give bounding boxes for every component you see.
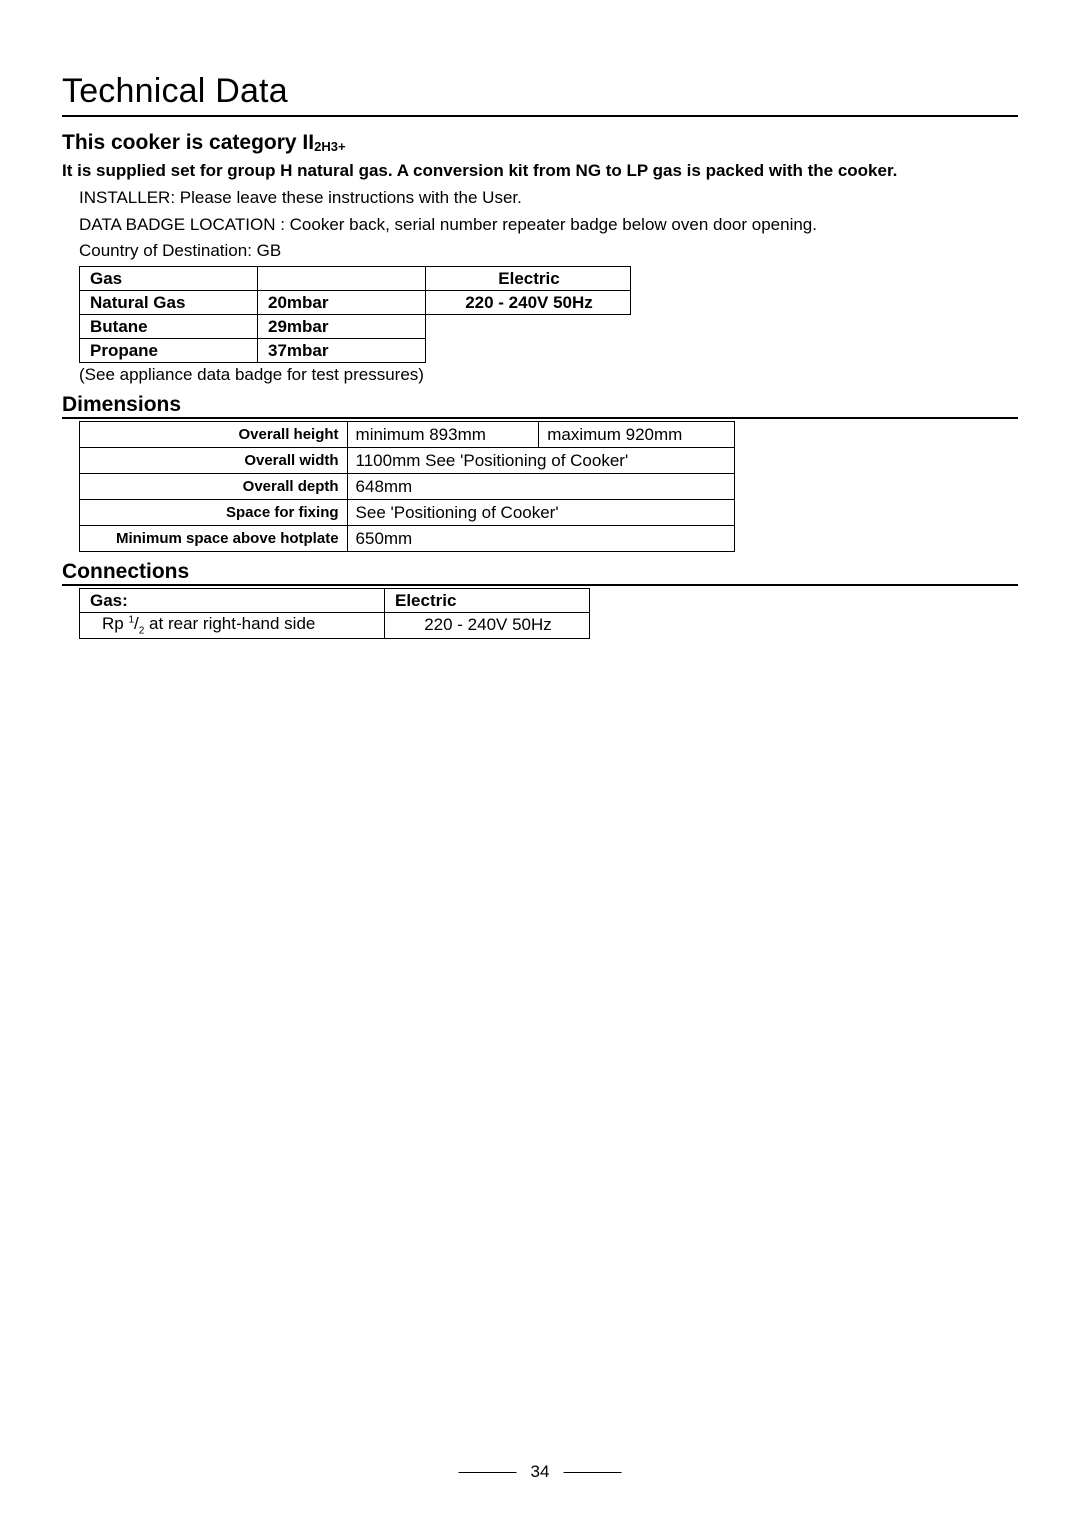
rule-left-icon: [459, 1472, 517, 1473]
table-row: Rp 1/2 at rear right-hand side 220 - 240…: [80, 613, 590, 638]
fuel-cell: Butane: [80, 315, 258, 339]
dim-value: maximum 920mm: [539, 422, 735, 448]
fuel-cell: Natural Gas: [80, 291, 258, 315]
dimensions-table: Overall height minimum 893mm maximum 920…: [79, 421, 735, 552]
category-heading: This cooker is category II2H3+: [62, 131, 1018, 155]
table-row: Propane 37mbar: [80, 339, 631, 363]
conn-gas-value: Rp 1/2 at rear right-hand side: [80, 613, 385, 638]
table-row: Natural Gas 20mbar 220 - 240V 50Hz: [80, 291, 631, 315]
table-row: Gas: Electric: [80, 589, 590, 613]
dim-label: Overall width: [80, 448, 348, 474]
conn-gas-header: Gas:: [80, 589, 385, 613]
gas-value-pre: Rp: [102, 614, 128, 633]
dim-value: See 'Positioning of Cooker': [347, 500, 734, 526]
gas-pressure-header: [258, 267, 426, 291]
dim-label: Minimum space above hotplate: [80, 526, 348, 552]
dim-value: 650mm: [347, 526, 734, 552]
table-row: Overall height minimum 893mm maximum 920…: [80, 422, 735, 448]
gas-header: Gas: [80, 267, 258, 291]
page-number: 34: [459, 1462, 622, 1482]
dim-label: Overall height: [80, 422, 348, 448]
table-row: Gas Electric: [80, 267, 631, 291]
connections-table: Gas: Electric Rp 1/2 at rear right-hand …: [79, 588, 590, 638]
fuel-cell: Propane: [80, 339, 258, 363]
pressure-cell: 29mbar: [258, 315, 426, 339]
gas-table-note: (See appliance data badge for test press…: [79, 365, 1018, 385]
pressure-cell: 37mbar: [258, 339, 426, 363]
rule-right-icon: [563, 1472, 621, 1473]
conn-electric-value: 220 - 240V 50Hz: [385, 613, 590, 638]
page-title: Technical Data: [62, 72, 1018, 117]
badge-line: DATA BADGE LOCATION : Cooker back, seria…: [79, 213, 1018, 237]
dimensions-heading: Dimensions: [62, 393, 1018, 419]
country-line: Country of Destination: GB: [79, 239, 1018, 263]
dim-value: 648mm: [347, 474, 734, 500]
installer-line: INSTALLER: Please leave these instructio…: [79, 186, 1018, 210]
connections-heading: Connections: [62, 560, 1018, 586]
dim-value: 1100mm See 'Positioning of Cooker': [347, 448, 734, 474]
electric-cell: 220 - 240V 50Hz: [426, 291, 631, 315]
table-row: Space for fixing See 'Positioning of Coo…: [80, 500, 735, 526]
page-number-value: 34: [531, 1462, 550, 1482]
dim-value: minimum 893mm: [347, 422, 539, 448]
table-row: Butane 29mbar: [80, 315, 631, 339]
category-prefix: This cooker is category II: [62, 131, 314, 154]
pressure-cell: 20mbar: [258, 291, 426, 315]
gas-electric-table: Gas Electric Natural Gas 20mbar 220 - 24…: [79, 266, 631, 363]
gas-value-post: at rear right-hand side: [144, 614, 315, 633]
dim-label: Overall depth: [80, 474, 348, 500]
category-suffix: 2H3+: [314, 139, 345, 154]
conn-electric-header: Electric: [385, 589, 590, 613]
supply-note: It is supplied set for group H natural g…: [62, 161, 1018, 182]
fraction-num: 1: [128, 614, 134, 625]
table-row: Overall width 1100mm See 'Positioning of…: [80, 448, 735, 474]
table-row: Minimum space above hotplate 650mm: [80, 526, 735, 552]
table-row: Overall depth 648mm: [80, 474, 735, 500]
dim-label: Space for fixing: [80, 500, 348, 526]
electric-header: Electric: [426, 267, 631, 291]
